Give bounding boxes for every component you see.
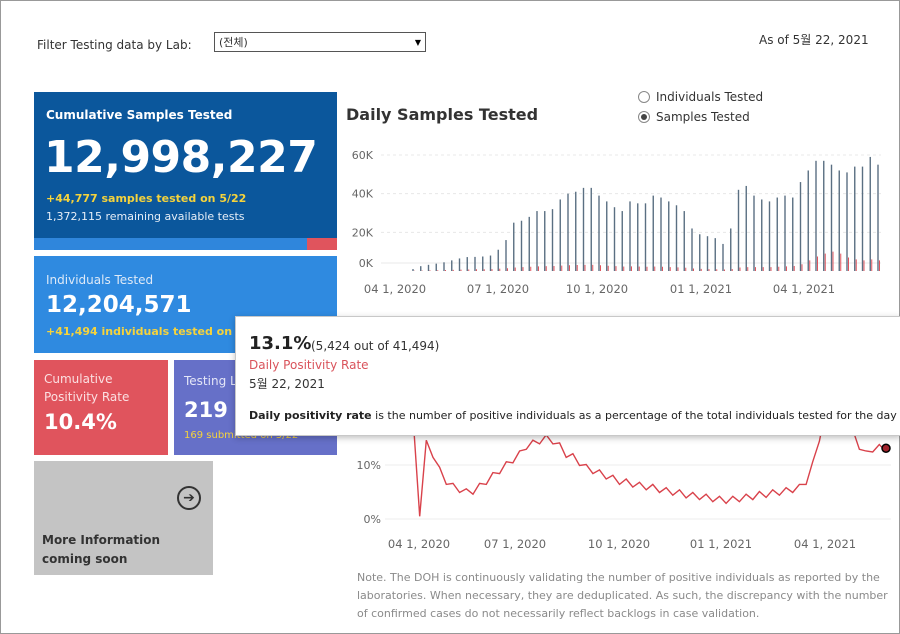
remaining-capacity-fill bbox=[306, 238, 337, 250]
more-information-label: More Information coming soon bbox=[42, 533, 161, 566]
more-information-tile[interactable]: ➔ More Information coming soon bbox=[34, 461, 213, 575]
x-tick-label: 04 1, 2021 bbox=[773, 282, 835, 296]
lab-filter-value: (전체) bbox=[219, 36, 248, 49]
y-tick-label: 40K bbox=[352, 188, 374, 201]
positivity-rate-chart[interactable]: 0% 10% 04 1, 2020 07 1, 2020 10 1, 2020 01 1,… bbox=[341, 431, 897, 561]
x-tick-label: 04 1, 2020 bbox=[364, 282, 426, 296]
y-tick-label: 20K bbox=[352, 226, 374, 239]
arrow-right-circle-icon[interactable]: ➔ bbox=[177, 486, 201, 510]
lab-filter-select[interactable]: (전체) ▼ bbox=[214, 32, 426, 52]
x-tick-label: 07 1, 2020 bbox=[484, 537, 546, 551]
y-tick-label: 0% bbox=[364, 513, 381, 526]
test-capacity-bar bbox=[34, 238, 337, 250]
individuals-delta: +41,494 individuals tested on 5/22 bbox=[46, 325, 263, 338]
positivity-rate-title: Cumulative Positivity Rate bbox=[44, 372, 130, 404]
x-tick-label: 01 1, 2021 bbox=[690, 537, 752, 551]
radio-samples[interactable] bbox=[638, 111, 650, 123]
x-tick-label: 04 1, 2021 bbox=[794, 537, 856, 551]
individuals-tested-title: Individuals Tested bbox=[46, 273, 154, 287]
tooltip-detail: (5,424 out of 41,494) bbox=[311, 339, 440, 353]
filter-label: Filter Testing data by Lab: bbox=[37, 38, 192, 52]
toggle-samples-tested[interactable]: Samples Tested bbox=[638, 110, 750, 124]
radio-individuals[interactable] bbox=[638, 91, 650, 103]
cumulative-samples-tile: Cumulative Samples Tested 12,998,227 +44… bbox=[34, 92, 337, 250]
tooltip-measure-label: Daily Positivity Rate bbox=[249, 358, 369, 372]
samples-delta: +44,777 samples tested on 5/22 bbox=[46, 192, 247, 205]
individuals-tested-value: 12,204,571 bbox=[46, 292, 192, 318]
selected-point-marker bbox=[881, 443, 891, 454]
cumulative-samples-value: 12,998,227 bbox=[44, 132, 318, 183]
y-tick-label: 60K bbox=[352, 149, 374, 162]
as-of-date: As of 5월 22, 2021 bbox=[759, 33, 869, 47]
tooltip-description: Daily positivity rate is the number of p… bbox=[249, 409, 897, 422]
individuals-tested-tile: Individuals Tested 12,204,571 +41,494 in… bbox=[34, 256, 337, 353]
y-tick-label: 0K bbox=[359, 257, 374, 270]
tooltip-description-bold: Daily positivity rate bbox=[249, 409, 372, 422]
x-tick-label: 10 1, 2020 bbox=[566, 282, 628, 296]
daily-samples-chart[interactable]: 0K 20K 40K 60K 04 1, 2020 07 1, 2020 10 1, 202… bbox=[341, 141, 891, 301]
positivity-line bbox=[413, 431, 887, 517]
remaining-tests: 1,372,115 remaining available tests bbox=[46, 210, 245, 223]
positivity-rate-tile: Cumulative Positivity Rate 10.4% bbox=[34, 360, 168, 455]
daily-samples-chart-title: Daily Samples Tested bbox=[346, 105, 539, 124]
toggle-samples-label: Samples Tested bbox=[656, 110, 750, 124]
toggle-individuals-tested[interactable]: Individuals Tested bbox=[638, 90, 763, 104]
testing-labs-value: 219 bbox=[184, 398, 228, 422]
x-tick-label: 10 1, 2020 bbox=[588, 537, 650, 551]
chevron-down-icon[interactable]: ▼ bbox=[414, 37, 421, 47]
x-tick-label: 07 1, 2020 bbox=[467, 282, 529, 296]
cumulative-samples-title: Cumulative Samples Tested bbox=[46, 108, 233, 122]
x-tick-label: 01 1, 2021 bbox=[670, 282, 732, 296]
toggle-individuals-label: Individuals Tested bbox=[656, 90, 764, 104]
tooltip-percentage: 13.1% bbox=[249, 333, 312, 354]
positivity-tooltip: 13.1% (5,424 out of 41,494) Daily Positi… bbox=[235, 316, 900, 436]
x-tick-label: 04 1, 2020 bbox=[388, 537, 450, 551]
tooltip-date: 5월 22, 2021 bbox=[249, 377, 325, 391]
validation-note: Note. The DOH is continuously validating… bbox=[357, 571, 888, 620]
y-tick-label: 10% bbox=[357, 459, 381, 472]
positivity-rate-value: 10.4% bbox=[44, 410, 117, 434]
tooltip-description-rest: is the number of positive individuals as… bbox=[371, 409, 897, 422]
